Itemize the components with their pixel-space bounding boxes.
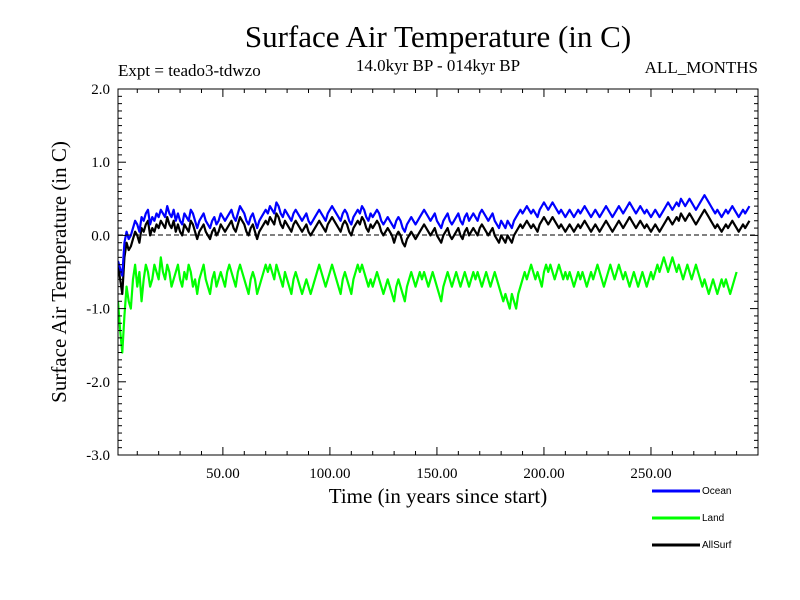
series-line-land: [118, 256, 738, 354]
y-axis-label: Surface Air Temperature (in C): [47, 141, 71, 403]
x-tick-label: 200.00: [523, 466, 564, 482]
chart-subtitle: 14.0kyr BP - 014kyr BP: [356, 56, 520, 75]
experiment-label: Expt = teado3-tdwzo: [118, 61, 261, 80]
y-tick-label: -1.0: [86, 302, 110, 318]
x-tick-label: 100.00: [309, 466, 350, 482]
x-tick-label: 150.00: [416, 466, 457, 482]
series-layer: [118, 194, 751, 354]
series-line-allsurf: [118, 208, 751, 296]
x-tick-label: 50.00: [206, 466, 240, 482]
chart-title: Surface Air Temperature (in C): [245, 19, 631, 54]
x-tick-label: 250.00: [630, 466, 671, 482]
y-tick-label: 1.0: [91, 155, 110, 171]
legend-label-land: Land: [702, 513, 724, 524]
y-tick-label: -3.0: [86, 448, 110, 464]
y-tick-label: 0.0: [91, 228, 110, 244]
season-label: ALL_MONTHS: [645, 58, 758, 77]
legend-label-allsurf: AllSurf: [702, 540, 732, 551]
y-tick-label: -2.0: [86, 375, 110, 391]
legend-label-ocean: Ocean: [702, 486, 731, 497]
legend: Ocean Land AllSurf: [652, 486, 732, 551]
x-axis-label: Time (in years since start): [329, 484, 548, 508]
y-tick-label: 2.0: [91, 82, 110, 98]
minor-ticks: [118, 89, 758, 455]
x-axis: 50.00 100.00 150.00 200.00 250.00: [206, 89, 672, 482]
series-line-ocean: [118, 194, 751, 277]
y-axis: -3.0 -2.0 -1.0 0.0 1.0 2.0: [86, 82, 758, 464]
